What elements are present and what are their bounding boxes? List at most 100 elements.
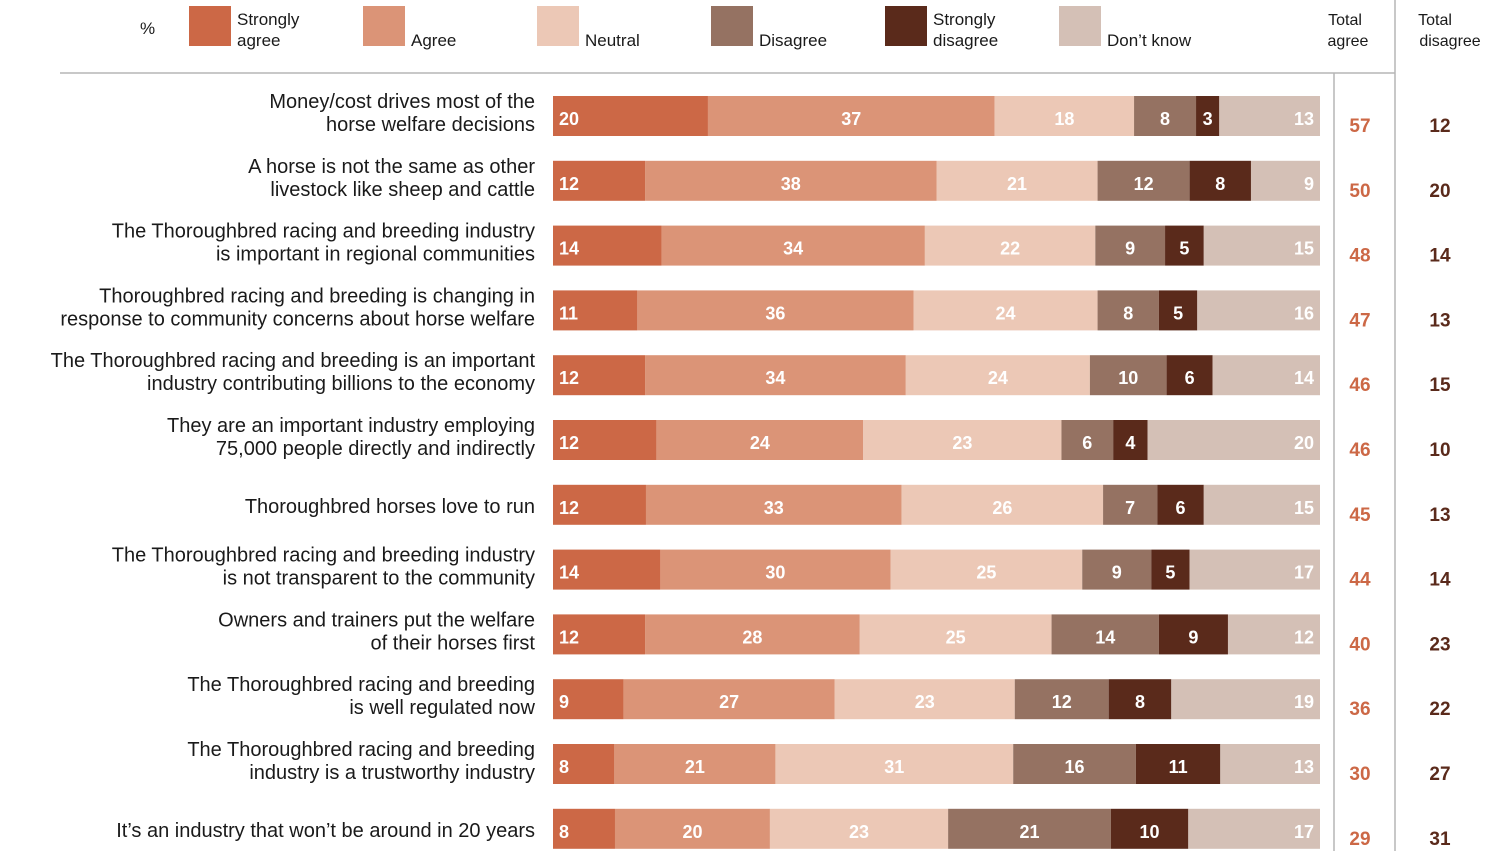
legend-item: Neutral: [537, 6, 640, 50]
category-label: response to community concerns about hor…: [60, 308, 535, 330]
chart-row: Thoroughbred racing and breeding is chan…: [60, 285, 1450, 331]
category-label: The Thoroughbred racing and breeding: [187, 739, 535, 761]
bar-segment: [553, 290, 638, 331]
category-label: is well regulated now: [349, 697, 535, 719]
bar-segment: [553, 808, 615, 849]
bar-segment: [1108, 679, 1172, 720]
bar-segment: [1158, 614, 1228, 655]
bar-segment: [1197, 290, 1320, 331]
total-disagree-value: 13: [1429, 505, 1450, 526]
bar-segment: [1212, 355, 1320, 396]
data-label: 37: [841, 109, 861, 129]
data-label: 12: [559, 627, 579, 647]
category-label: Money/cost drives most of the: [269, 91, 535, 113]
data-label: 23: [849, 822, 869, 842]
total-agree-value: 50: [1349, 181, 1370, 202]
legend-swatch: [189, 6, 231, 46]
total-disagree-value: 14: [1429, 570, 1451, 591]
total-agree-value: 30: [1349, 764, 1370, 785]
total-disagree-value: 31: [1429, 829, 1451, 850]
chart-row: It’s an industry that won’t be around in…: [116, 808, 1451, 850]
bar-segment: [1089, 355, 1167, 396]
chart-row: A horse is not the same as otherlivestoc…: [248, 156, 1450, 202]
category-label: is important in regional communities: [216, 244, 535, 266]
bar-segment: [1134, 96, 1197, 136]
data-label: 5: [1179, 239, 1189, 259]
data-label: 20: [559, 109, 579, 129]
category-label: The Thoroughbred racing and breeding is …: [51, 350, 536, 372]
bar-segment: [553, 355, 646, 396]
bar-segment: [1227, 614, 1320, 655]
unit-label: %: [140, 19, 155, 38]
total-agree-value: 40: [1349, 634, 1370, 655]
legend-swatch: [363, 6, 405, 46]
total-disagree-value: 22: [1429, 699, 1450, 720]
data-label: 13: [1294, 109, 1314, 129]
data-label: 27: [719, 692, 739, 712]
bar-segment: [1097, 290, 1159, 331]
bar-segment: [859, 614, 1052, 655]
bar-segment: [553, 549, 661, 590]
legend-swatch: [537, 6, 579, 46]
category-label: is not transparent to the community: [223, 568, 535, 590]
data-label: 38: [781, 174, 801, 194]
bar-segment: [645, 355, 906, 396]
total-agree-value: 29: [1349, 829, 1370, 850]
data-label: 13: [1294, 757, 1314, 777]
category-label: A horse is not the same as other: [248, 156, 535, 178]
data-label: 9: [559, 692, 569, 712]
data-label: 12: [559, 368, 579, 388]
data-label: 6: [1082, 433, 1092, 453]
data-label: 26: [992, 498, 1012, 518]
bar-segment: [1151, 549, 1190, 590]
data-label: 17: [1294, 822, 1314, 842]
data-label: 34: [783, 239, 803, 259]
bar-segment: [913, 290, 1098, 331]
category-label: It’s an industry that won’t be around in…: [116, 820, 535, 842]
legend-label: Neutral: [585, 31, 640, 50]
data-label: 34: [765, 368, 785, 388]
bar-segment: [1014, 679, 1109, 720]
data-label: 8: [559, 822, 569, 842]
total-agree-value: 36: [1349, 699, 1370, 720]
data-label: 33: [764, 498, 784, 518]
bar-segment: [1103, 484, 1158, 525]
legend-item: Agree: [363, 6, 456, 50]
total-disagree-value: 14: [1429, 246, 1451, 267]
data-label: 8: [1160, 109, 1170, 129]
data-label: 10: [1140, 822, 1160, 842]
total-agree-value: 46: [1349, 375, 1370, 396]
data-label: 20: [682, 822, 702, 842]
bar-segment: [1196, 96, 1220, 136]
total-disagree-value: 20: [1429, 181, 1450, 202]
total-disagree-value: 27: [1429, 764, 1450, 785]
bar-segment: [1097, 160, 1190, 201]
category-label: The Thoroughbred racing and breeding: [187, 674, 535, 696]
data-label: 20: [1294, 433, 1314, 453]
bar-segment: [661, 225, 925, 266]
bar-segment: [553, 160, 646, 201]
chart-row: They are an important industry employing…: [167, 415, 1451, 461]
total-disagree-value: 12: [1429, 116, 1450, 137]
legend-label: disagree: [933, 31, 998, 50]
bar-segment: [553, 679, 624, 720]
data-label: 9: [1304, 174, 1314, 194]
data-label: 21: [1007, 174, 1027, 194]
chart-row: The Thoroughbred racing and breedingindu…: [187, 739, 1450, 785]
data-label: 5: [1165, 563, 1175, 583]
data-label: 31: [884, 757, 904, 777]
data-label: 12: [1052, 692, 1072, 712]
data-label: 12: [559, 174, 579, 194]
bar-segment: [1189, 549, 1320, 590]
bar-segment: [769, 808, 949, 849]
data-label: 8: [1215, 174, 1225, 194]
total-headers: Total agree Total disagree: [1328, 12, 1481, 50]
bar-segment: [775, 744, 1014, 784]
bar-segment: [623, 679, 835, 720]
category-label: industry is a trustworthy industry: [249, 762, 535, 784]
total-agree-header: Total: [1328, 12, 1362, 29]
legend-label: Agree: [411, 31, 456, 50]
